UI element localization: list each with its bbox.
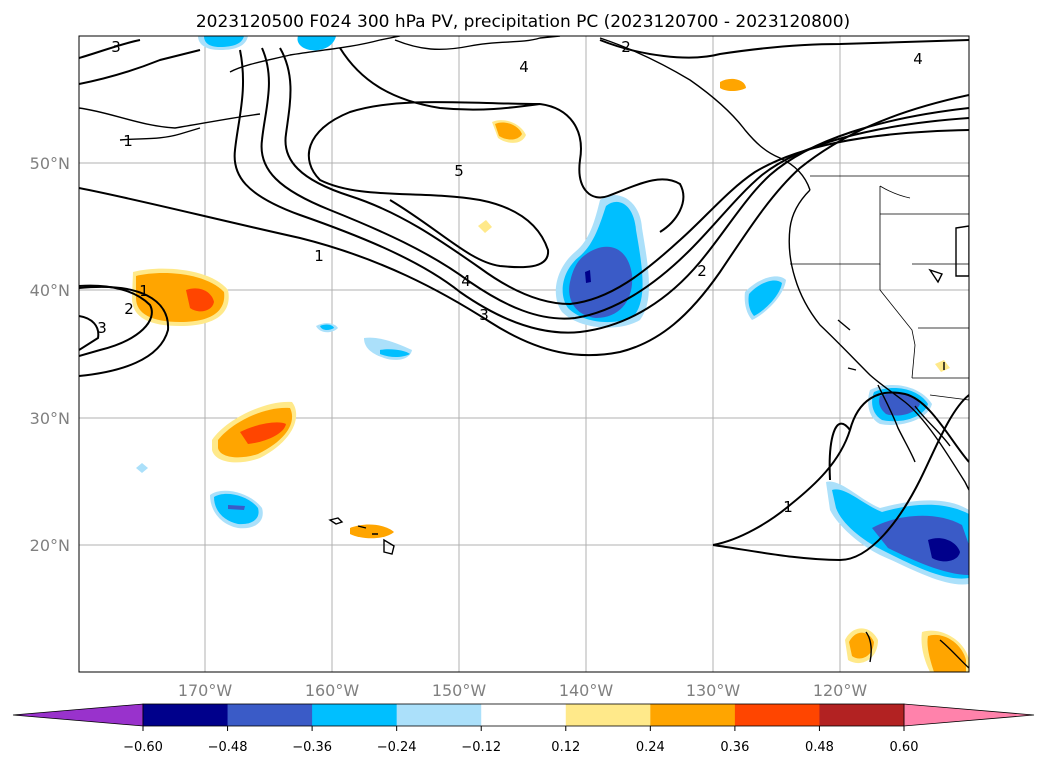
contour-label: 2 <box>124 300 134 318</box>
colorbar-segment <box>734 704 820 726</box>
lat-label-30n: 30°N <box>30 409 70 428</box>
colorbar-extend-left <box>12 703 144 727</box>
lon-label-140w: 140°W <box>559 681 614 700</box>
colorbar-tick-label: −0.60 <box>123 740 163 755</box>
colorbar-tick-label: −0.36 <box>292 740 332 755</box>
map-title: 2023120500 F024 300 hPa PV, precipitatio… <box>196 12 850 32</box>
colorbar-frame <box>142 703 905 727</box>
state-borders <box>790 175 969 401</box>
contour-label: 3 <box>479 306 489 324</box>
colorbar-segment <box>143 704 229 726</box>
contour-labels: 3 1 4 5 1 4 3 2 1 2 3 2 4 1 <box>97 38 923 516</box>
colorbar-segment <box>819 704 905 726</box>
lat-label-50n: 50°N <box>30 154 70 173</box>
colorbar-tick-label: 0.48 <box>805 740 834 755</box>
contour-label: 3 <box>97 319 107 337</box>
colorbar-segment <box>396 704 482 726</box>
precip-negative-areas <box>136 36 969 585</box>
colorbar-tick-label: 0.12 <box>551 740 580 755</box>
colorbar-segments <box>143 704 905 726</box>
colorbar: −0.60 −0.48 −0.36 −0.24 −0.12 0.12 0.24 0.36 0.4… <box>12 703 1035 755</box>
contour-label: 2 <box>697 262 707 280</box>
colorbar-tick-label: 0.60 <box>890 740 919 755</box>
longitude-labels: 170°W 160°W 150°W 140°W 130°W 120°W <box>178 681 868 700</box>
contour-label: 1 <box>139 282 149 300</box>
contour-label: 2 <box>621 38 631 56</box>
colorbar-segment <box>565 704 651 726</box>
contour-label: 4 <box>519 58 529 76</box>
lat-label-20n: 20°N <box>30 536 70 555</box>
lat-label-40n: 40°N <box>30 281 70 300</box>
contour-label: 4 <box>913 50 923 68</box>
colorbar-tick-label: −0.48 <box>208 740 248 755</box>
contour-label: 1 <box>314 247 324 265</box>
lon-label-120w: 120°W <box>813 681 868 700</box>
colorbar-tick-label: −0.24 <box>377 740 417 755</box>
colorbar-tick-label: 0.24 <box>636 740 665 755</box>
colorbar-tick-label: 0.36 <box>720 740 749 755</box>
colorbar-segment <box>481 704 567 726</box>
pv-contours <box>79 39 969 562</box>
colorbar-segment <box>227 704 313 726</box>
colorbar-segment <box>312 704 398 726</box>
plot-frame <box>78 35 970 673</box>
contour-label: 1 <box>123 132 133 150</box>
precip-positive-areas <box>132 78 969 672</box>
contour-label: 4 <box>461 272 471 290</box>
plot-area: 3 1 4 5 1 4 3 2 1 2 3 2 4 1 <box>79 36 969 672</box>
coastlines <box>79 36 969 669</box>
lon-label-130w: 130°W <box>686 681 741 700</box>
colorbar-ticks: −0.60 −0.48 −0.36 −0.24 −0.12 0.12 0.24 0.36 0.4… <box>123 726 918 755</box>
colorbar-extend-right <box>903 703 1035 727</box>
latitude-labels: 50°N 40°N 30°N 20°N <box>30 154 70 555</box>
lon-label-150w: 150°W <box>432 681 487 700</box>
contour-label: 1 <box>783 498 793 516</box>
colorbar-segment <box>650 704 736 726</box>
contour-label: 3 <box>111 38 121 56</box>
gridlines <box>79 36 969 672</box>
contour-label: 5 <box>454 162 464 180</box>
colorbar-tick-label: −0.12 <box>461 740 501 755</box>
lon-label-160w: 160°W <box>305 681 360 700</box>
lon-label-170w: 170°W <box>178 681 233 700</box>
